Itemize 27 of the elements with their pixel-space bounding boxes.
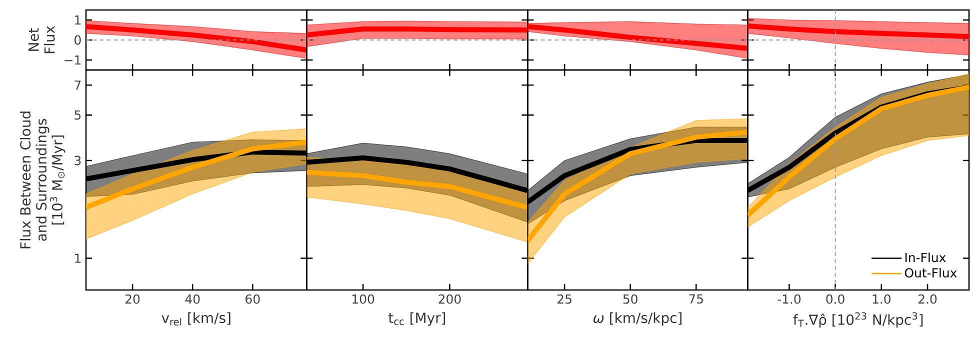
x-axis-title: v$_{rel}$ [km/s]	[162, 312, 230, 326]
legend-label: In-Flux	[905, 252, 946, 262]
y-tick-label: 3	[74, 156, 81, 166]
x-tick-label: 100	[352, 294, 374, 304]
x-tick-label: 1.0	[872, 294, 890, 304]
y-tick-label: 0	[74, 35, 81, 45]
y-tick-label: 1	[75, 254, 81, 263]
y-tick-label: 1	[75, 15, 81, 25]
x-tick-label: 75	[689, 294, 703, 304]
y-axis-title: Net Flux	[28, 26, 55, 54]
x-axis-title: ω [km/s/kpc]	[594, 312, 682, 326]
y-tick-label: −1	[64, 55, 81, 65]
x-tick-label: -1.0	[778, 294, 801, 304]
x-tick-label: 200	[438, 294, 461, 304]
x-tick-label: 50	[623, 294, 638, 304]
x-tick-label: 2.0	[918, 294, 937, 304]
x-tick-label: 0.0	[826, 294, 844, 304]
x-tick-label: 20	[126, 294, 140, 304]
x-tick-label: 40	[185, 294, 200, 304]
x-tick-label: 60	[246, 294, 260, 304]
y-tick-label: 7	[74, 80, 81, 90]
x-axis-title: f$_{T}$.∇ρ̂ [10$^{23}$ N/kpc$^{3}$]	[793, 312, 923, 328]
x-tick-label: 25	[558, 294, 572, 304]
line-series	[86, 140, 307, 210]
x-axis-title: t$_{cc}$ [Myr]	[388, 312, 446, 326]
y-tick-label: 5	[74, 110, 81, 120]
legend-label: Out-Flux	[904, 268, 957, 278]
